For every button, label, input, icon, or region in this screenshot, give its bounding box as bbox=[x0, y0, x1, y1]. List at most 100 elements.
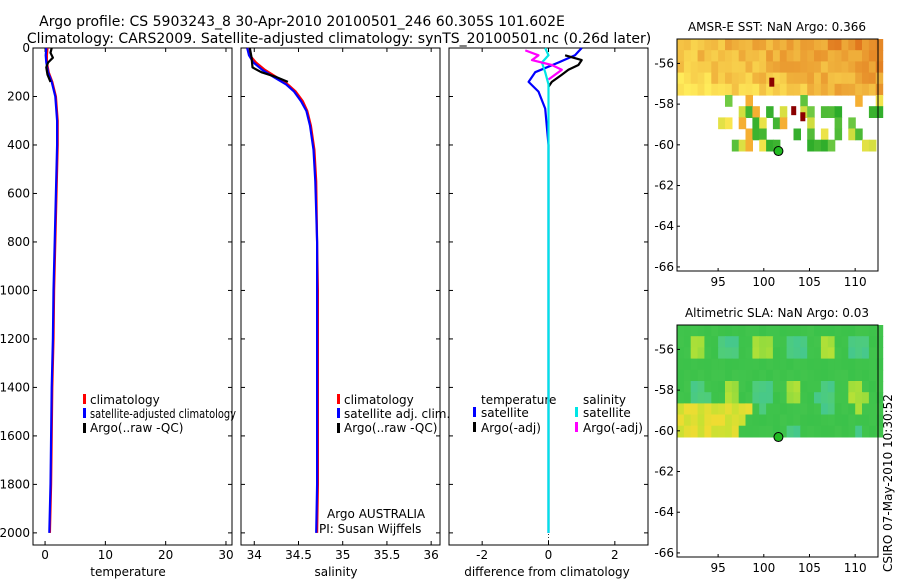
map-cell bbox=[690, 358, 699, 371]
map-cell bbox=[855, 414, 863, 427]
map-cell bbox=[814, 72, 822, 85]
map-cell bbox=[725, 95, 733, 107]
map-cell bbox=[766, 414, 774, 427]
map-cell bbox=[731, 381, 740, 393]
map-cell bbox=[807, 39, 815, 51]
map-cell bbox=[807, 381, 815, 393]
map-cell bbox=[862, 381, 870, 393]
legend-label: Argo(-adj) bbox=[481, 421, 541, 435]
map-cell bbox=[725, 336, 733, 348]
x-tick-label: 105 bbox=[798, 561, 821, 575]
map-cell bbox=[683, 425, 692, 438]
map-cell bbox=[772, 381, 781, 393]
map-cell bbox=[848, 392, 856, 404]
salinity-xlabel: salinity bbox=[314, 565, 357, 579]
map-cell bbox=[875, 336, 884, 348]
map-cell bbox=[786, 50, 795, 62]
map-cell bbox=[793, 128, 801, 141]
map-cell bbox=[786, 369, 795, 382]
map-cell bbox=[834, 128, 843, 141]
map-cell bbox=[793, 325, 801, 337]
map-cell bbox=[772, 358, 781, 371]
map-cell bbox=[718, 347, 726, 360]
map-cell bbox=[786, 72, 795, 85]
map-cell bbox=[834, 50, 843, 62]
x-tick-label: 100 bbox=[752, 561, 775, 575]
map-cell bbox=[697, 61, 706, 74]
map-cell bbox=[745, 128, 753, 141]
map-cell bbox=[759, 50, 767, 62]
map-cell bbox=[759, 61, 767, 74]
map-cell bbox=[731, 325, 740, 337]
map-cell bbox=[848, 50, 856, 62]
map-cell bbox=[766, 425, 774, 438]
x-tick-label: 36 bbox=[424, 548, 439, 562]
map-cell bbox=[841, 414, 849, 427]
y-tick-label: -62 bbox=[654, 179, 674, 193]
map-cell bbox=[800, 369, 808, 382]
map-cell bbox=[759, 381, 767, 393]
map-cell bbox=[791, 106, 797, 116]
map-cell bbox=[711, 50, 719, 62]
y-tick-label: 1000 bbox=[0, 283, 30, 297]
map-cell bbox=[807, 139, 815, 152]
temperature-profile-marks: 0 200 400 600 800 1000 1200 1400 1600 1800 2000 0 10… bbox=[0, 41, 234, 562]
map-cell bbox=[752, 414, 760, 427]
map-cell bbox=[731, 83, 740, 96]
map-cell bbox=[848, 336, 856, 348]
map-cell bbox=[759, 128, 767, 141]
map-cell bbox=[738, 425, 747, 438]
map-cell bbox=[731, 414, 740, 427]
map-cell bbox=[766, 325, 774, 337]
map-cell bbox=[738, 72, 747, 85]
map-cell bbox=[690, 414, 699, 427]
temperature-axes bbox=[32, 47, 233, 546]
map-cell bbox=[683, 336, 692, 348]
map-cell bbox=[841, 72, 849, 85]
map-cell bbox=[711, 336, 719, 348]
y-tick-label: -60 bbox=[654, 138, 674, 152]
map-cell bbox=[786, 358, 795, 371]
map-cell bbox=[711, 414, 719, 427]
map-cell bbox=[745, 325, 753, 337]
map-cell bbox=[677, 336, 685, 348]
map-cell bbox=[855, 95, 863, 107]
y-tick-label: 600 bbox=[7, 186, 30, 200]
map-cell bbox=[772, 50, 781, 62]
y-tick-label: 200 bbox=[7, 89, 30, 103]
map-cell bbox=[820, 347, 829, 360]
map-cell bbox=[820, 392, 829, 404]
map-cell bbox=[820, 50, 829, 62]
map-cell bbox=[697, 369, 706, 382]
map-cell bbox=[704, 369, 712, 382]
map-cell bbox=[690, 336, 699, 348]
map-cell bbox=[868, 83, 877, 96]
map-cell bbox=[862, 50, 870, 62]
map-cell bbox=[800, 83, 808, 96]
map-cell bbox=[759, 336, 767, 348]
map-cell bbox=[807, 414, 815, 427]
map-cell bbox=[772, 61, 781, 74]
map-cell bbox=[855, 128, 863, 141]
map-cell bbox=[704, 381, 712, 393]
map-cell bbox=[731, 336, 740, 348]
legend-group-title: temperature bbox=[481, 393, 556, 407]
map-cell bbox=[745, 369, 753, 382]
map-cell bbox=[690, 392, 699, 404]
map-cell bbox=[677, 347, 685, 360]
map-cell bbox=[834, 83, 843, 96]
sst-map-title: AMSR-E SST: NaN Argo: 0.366 bbox=[688, 20, 866, 34]
legend-label: climatology bbox=[344, 393, 414, 407]
map-cell bbox=[875, 50, 884, 62]
y-tick-label: 0 bbox=[22, 41, 30, 55]
map-cell bbox=[752, 117, 760, 130]
legend-swatch-sal-argo bbox=[575, 422, 578, 432]
map-cell bbox=[793, 425, 801, 438]
map-cell bbox=[841, 61, 849, 74]
map-cell bbox=[697, 414, 706, 427]
map-cell bbox=[779, 392, 788, 404]
map-cell bbox=[848, 414, 856, 427]
map-cell bbox=[745, 83, 753, 96]
map-cell bbox=[875, 325, 884, 337]
map-cell bbox=[800, 381, 808, 393]
